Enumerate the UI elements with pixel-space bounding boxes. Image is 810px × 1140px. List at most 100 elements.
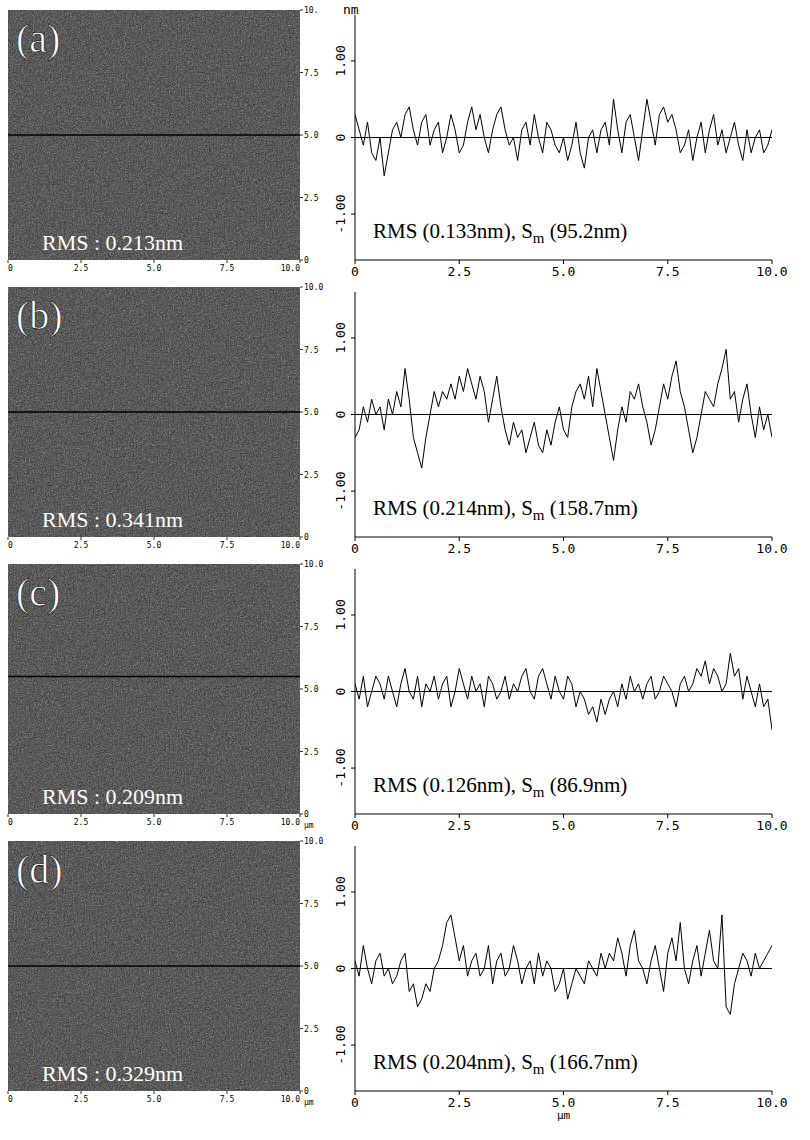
- y-tick-label: 0: [333, 965, 348, 973]
- profile-annotation: RMS (0.133nm), Sm (95.2nm): [373, 219, 627, 246]
- annotation-part: (86.9nm): [545, 773, 628, 797]
- image-x-tick-label: 7.5: [220, 541, 235, 550]
- x-tick-label: 7.5: [656, 264, 679, 279]
- image-y-tick-label: 10.0: [304, 283, 323, 292]
- image-x-tick: [154, 537, 155, 540]
- image-x-tick: [300, 537, 301, 540]
- y-tick-label: 0: [333, 688, 348, 696]
- x-tick-label: 0: [351, 1095, 359, 1110]
- y-tick-label: 1.00: [333, 322, 348, 353]
- y-tick-label: -1.00: [333, 1025, 348, 1064]
- image-x-tick-label: 0: [8, 818, 13, 827]
- x-tick-label: 10.0: [756, 1095, 787, 1110]
- image-y-tick-label: 5.0: [304, 685, 319, 694]
- y-tick: [351, 414, 355, 415]
- afm-image: [8, 10, 300, 260]
- plot-area: [355, 915, 772, 1015]
- y-tick-label: 1.00: [333, 599, 348, 630]
- image-x-tick: [227, 537, 228, 540]
- profile-curve: [355, 99, 772, 176]
- y-tick-label: -1.00: [333, 194, 348, 233]
- afm-image: [8, 841, 300, 1091]
- image-y-tick-label: 0: [304, 256, 309, 265]
- image-unit: μm: [304, 1098, 314, 1107]
- zero-line: [355, 414, 772, 415]
- annotation-part: (158.7nm): [545, 496, 638, 520]
- x-tick-label: 7.5: [656, 1095, 679, 1110]
- profile-line: [8, 134, 300, 136]
- image-rms: RMS : 0.209nm: [42, 784, 183, 809]
- x-tick-label: 7.5: [656, 541, 679, 556]
- x-tick-label: 2.5: [448, 541, 471, 556]
- image-x-tick: [81, 537, 82, 540]
- y-tick-label: 1.00: [333, 876, 348, 907]
- x-tick-label: 2.5: [448, 818, 471, 833]
- annotation-part: m: [533, 1061, 545, 1077]
- panel: 02.55.07.510.002.55.07.510.0(b)RMS : 0.3…: [8, 283, 788, 556]
- image-rms: RMS : 0.341nm: [42, 507, 183, 532]
- image-y-tick-label: 5.0: [304, 962, 319, 971]
- profile-line: [8, 411, 300, 413]
- x-tick-label: 10.0: [756, 264, 787, 279]
- afm-ground: [8, 10, 300, 260]
- image-x-tick-label: 10.0: [281, 1095, 300, 1104]
- plot-area: [355, 99, 772, 176]
- plot-area: [355, 349, 772, 468]
- image-y-tick: [300, 1028, 303, 1029]
- annotation-part: RMS (0.133nm), S: [373, 219, 533, 243]
- profile-line: [8, 676, 300, 678]
- image-x-tick-label: 0: [8, 1095, 13, 1104]
- image-y-tick: [300, 751, 303, 752]
- x-tick-label: 10.0: [756, 818, 787, 833]
- afm-image: [8, 564, 300, 814]
- image-y-tick-label: 10.0: [304, 560, 323, 569]
- image-y-tick: [300, 349, 303, 350]
- image-y-tick: [300, 1091, 303, 1092]
- image-rms: RMS : 0.213nm: [42, 230, 183, 255]
- image-y-tick-label: 10.: [304, 6, 318, 15]
- image-x-tick: [8, 1091, 9, 1094]
- image-x-tick: [81, 260, 82, 263]
- image-x-tick-label: 2.5: [74, 818, 89, 827]
- image-x-tick-label: 2.5: [74, 541, 89, 550]
- panel-label: (b): [16, 293, 63, 338]
- y-tick: [351, 214, 355, 215]
- image-y-tick: [300, 841, 303, 842]
- annotation-part: (95.2nm): [545, 219, 628, 243]
- image-x-tick: [8, 537, 9, 540]
- image-y-tick: [300, 197, 303, 198]
- image-x-tick-label: 10.0: [281, 264, 300, 273]
- x-axis-title: μm: [557, 1109, 571, 1122]
- image-x-tick-label: 7.5: [220, 1095, 235, 1104]
- annotation-part: RMS (0.214nm), S: [373, 496, 533, 520]
- image-y-tick: [300, 564, 303, 565]
- y-tick: [351, 1045, 355, 1046]
- image-rms: RMS : 0.329nm: [42, 1061, 183, 1086]
- image-x-tick-label: 10.0: [281, 541, 300, 550]
- image-y-tick: [300, 72, 303, 73]
- image-y-tick: [300, 260, 303, 261]
- x-tick-label: 0: [351, 541, 359, 556]
- zero-line: [355, 691, 772, 692]
- image-y-tick: [300, 10, 303, 11]
- afm-ground: [8, 287, 300, 537]
- image-x-tick-label: 5.0: [147, 541, 162, 550]
- image-y-tick-label: 10.0: [304, 837, 323, 846]
- profile-line: [8, 965, 300, 967]
- image-x-tick: [154, 1091, 155, 1094]
- y-tick-label: -1.00: [333, 471, 348, 510]
- image-y-tick: [300, 287, 303, 288]
- image-y-tick-label: 7.5: [304, 346, 319, 355]
- image-y-tick-label: 7.5: [304, 623, 319, 632]
- annotation-part: RMS (0.126nm), S: [373, 773, 533, 797]
- y-tick-label: 1.00: [333, 45, 348, 76]
- image-unit: μm: [304, 821, 314, 830]
- figure: 02.55.07.510.02.55.07.510.0(a)RMS : 0.21…: [0, 0, 810, 1140]
- x-tick-label: 5.0: [552, 1095, 575, 1110]
- image-y-tick-label: 2.5: [304, 748, 319, 757]
- profile-annotation: RMS (0.214nm), Sm (158.7nm): [373, 496, 638, 523]
- x-tick-label: 0: [351, 818, 359, 833]
- y-tick: [351, 891, 355, 892]
- image-x-tick-label: 0: [8, 541, 13, 550]
- image-y-tick: [300, 814, 303, 815]
